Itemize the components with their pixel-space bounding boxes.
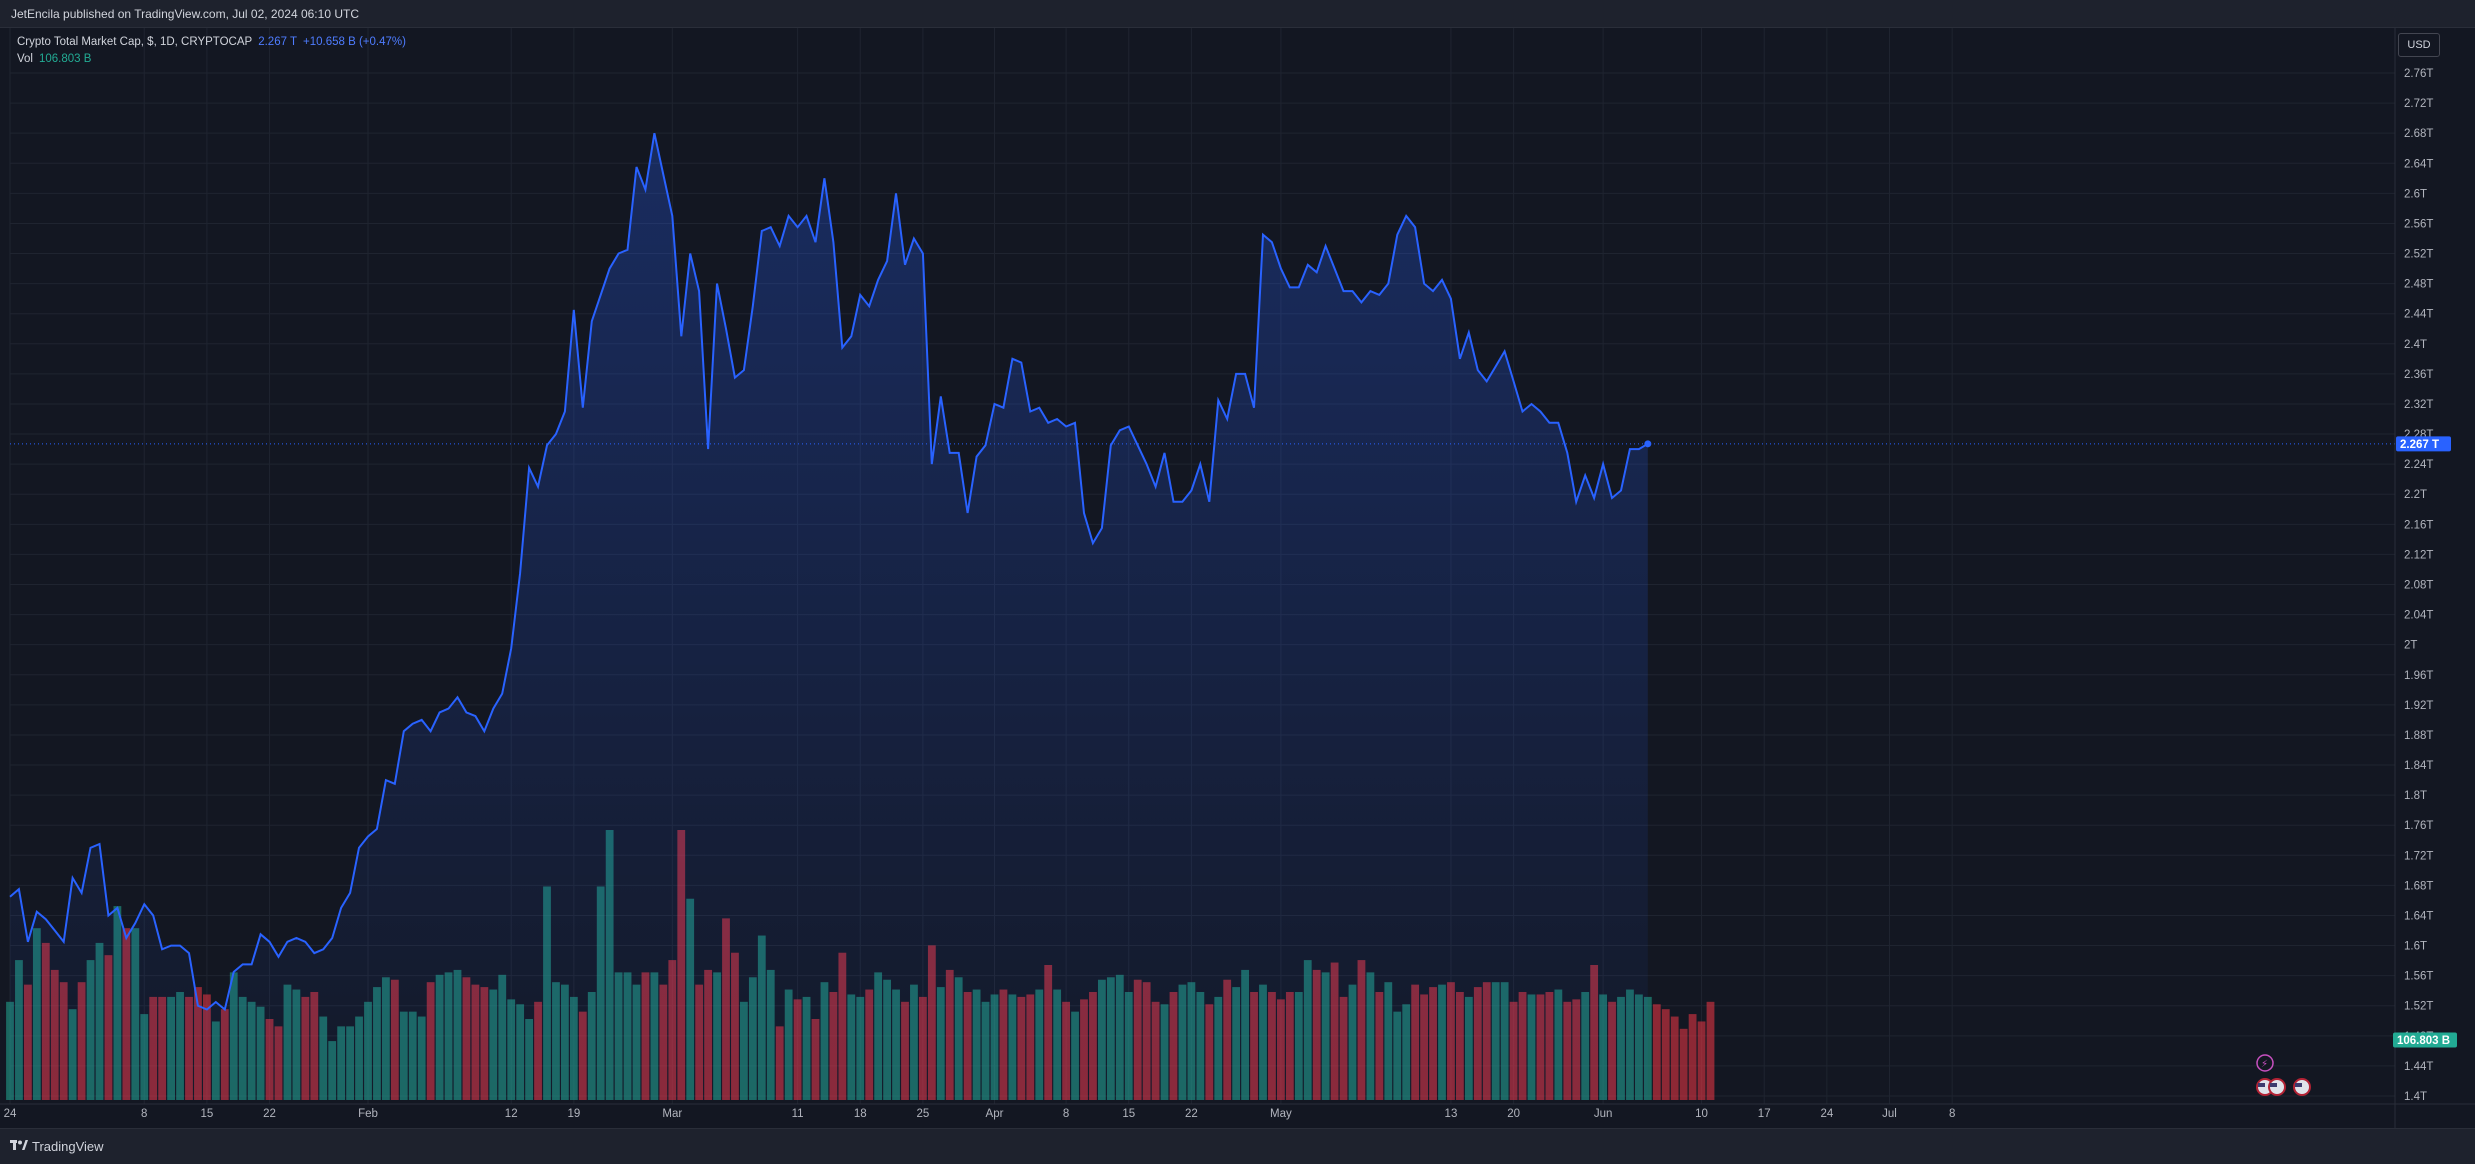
volume-value: 106.803 B [39,53,92,65]
y-tick-label: 1.6T [2404,941,2427,953]
brand-name[interactable]: TradingView [32,1139,104,1154]
x-tick-label: May [1270,1108,1292,1120]
x-tick-label: 20 [1507,1108,1520,1120]
tradingview-logo-icon [10,1140,28,1150]
y-tick-label: 2.64T [2404,158,2433,170]
y-tick-label: 2.16T [2404,519,2433,531]
y-tick-label: 1.56T [2404,971,2433,983]
symbol-label: Crypto Total Market Cap, $, 1D, CRYPTOCA… [17,36,253,48]
last-volume-label: 106.803 B [2393,1032,2457,1048]
lightning-icon [2256,1054,2274,1072]
x-tick-label: 8 [1063,1108,1069,1120]
x-tick-label: 10 [1695,1108,1708,1120]
x-tick-label: 18 [854,1108,867,1120]
x-tick-label: 11 [792,1108,804,1120]
y-tick-label: 2.12T [2404,549,2433,561]
y-tick-label: 2.04T [2404,610,2433,622]
y-tick-label: 2.24T [2404,459,2433,471]
last-price-dot [1644,440,1652,448]
y-tick-label: 2.36T [2404,369,2433,381]
volume-bar [1697,1021,1706,1100]
x-tick-label: Apr [986,1108,1004,1120]
last-price-label: 2.267 T [2396,436,2451,452]
y-tick-label: 1.84T [2404,760,2433,772]
lightning-glyph: ⚡ [2261,1059,2268,1070]
currency-button[interactable]: USD [2398,33,2440,57]
y-tick-label: 2.76T [2404,68,2433,80]
x-tick-label: 8 [1949,1108,1955,1120]
last-price-text: 2.267 T [2400,439,2439,451]
y-tick-label: 2T [2404,640,2417,652]
y-tick-label: 1.52T [2404,1001,2433,1013]
x-tick-label: Feb [358,1108,378,1120]
x-tick-label: 13 [1445,1108,1458,1120]
chart-legend: Crypto Total Market Cap, $, 1D, CRYPTOCA… [17,34,406,68]
publish-text: JetEncila published on TradingView.com, … [11,7,359,21]
price-chart[interactable]: 2.76T 2.72T 2.68T 2.64T 2.6T 2.56T 2.52T 2.48T 2… [0,28,2475,1128]
price-area [10,133,1648,1100]
volume-bar [1706,1001,1715,1100]
x-tick-label: 22 [263,1108,276,1120]
x-tick-label: 25 [917,1108,930,1120]
y-tick-label: 2.72T [2404,98,2433,110]
volume-bar [1652,1004,1661,1100]
volume-bar [1679,1028,1688,1100]
volume-bar [1643,996,1652,1100]
x-tick-label: 19 [567,1108,580,1120]
y-tick-label: 2.6T [2404,188,2427,200]
x-tick-label: 17 [1758,1108,1771,1120]
y-tick-label: 2.32T [2404,399,2433,411]
x-tick-label: Jun [1594,1108,1613,1120]
price-line [9,132,1649,1012]
x-tick-label: 12 [505,1108,518,1120]
last-volume-text: 106.803 B [2397,1035,2450,1047]
last-value: 2.267 T [258,36,297,48]
y-tick-label: 1.92T [2404,700,2433,712]
publish-header: JetEncila published on TradingView.com, … [0,0,2475,28]
y-tick-label: 2.2T [2404,489,2427,501]
x-tick-label: Mar [662,1108,682,1120]
volume-bar [1688,1014,1697,1100]
y-tick-label: 2.52T [2404,249,2433,261]
y-tick-label: 1.64T [2404,910,2433,922]
y-axis[interactable]: 2.76T 2.72T 2.68T 2.64T 2.6T 2.56T 2.52T 2.48T 2… [2394,28,2433,1128]
volume-bar [1661,1009,1670,1100]
y-tick-label: 1.96T [2404,670,2433,682]
y-tick-label: 1.76T [2404,820,2433,832]
change-value: +10.658 B (+0.47%) [303,36,406,48]
volume-label: Vol [17,53,33,65]
x-tick-label: Jul [1882,1108,1897,1120]
x-tick-label: 8 [141,1108,147,1120]
y-tick-label: 2.08T [2404,580,2433,592]
x-axis[interactable]: 24 8 15 22 Feb 12 19 Mar 11 18 25 Apr 8 15 22 May 13 20 Ju… [0,1103,2475,1120]
y-tick-label: 1.72T [2404,850,2433,862]
y-tick-label: 1.88T [2404,730,2433,742]
x-tick-label: 24 [4,1108,17,1120]
y-tick-label: 2.68T [2404,128,2433,140]
x-tick-label: 24 [1820,1108,1833,1120]
y-tick-label: 2.56T [2404,218,2433,230]
x-tick-label: 15 [201,1108,214,1120]
y-tick-label: 1.44T [2404,1061,2433,1073]
x-tick-label: 22 [1185,1108,1198,1120]
y-tick-label: 2.44T [2404,309,2433,321]
y-tick-label: 2.4T [2404,339,2427,351]
event-icons[interactable]: ⚡ [2256,1054,2311,1096]
footer-bar: TradingView [0,1128,2475,1164]
y-tick-label: 2.48T [2404,279,2433,291]
y-tick-label: 1.4T [2404,1091,2427,1103]
y-tick-label: 1.8T [2404,790,2427,802]
x-tick-label: 15 [1122,1108,1135,1120]
y-tick-label: 1.68T [2404,880,2433,892]
volume-bar [1670,1016,1679,1100]
